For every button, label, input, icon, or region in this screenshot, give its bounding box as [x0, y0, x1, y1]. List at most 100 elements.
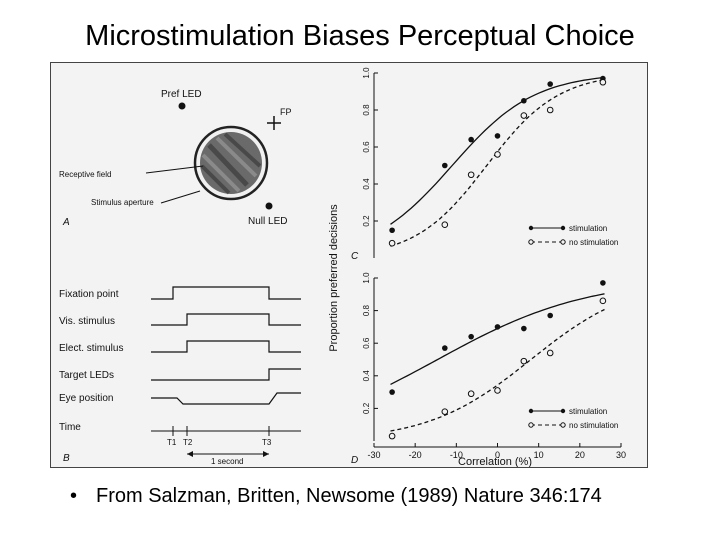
row-label-eye-position: Eye position — [59, 393, 113, 404]
null-led-dot — [265, 202, 273, 210]
data-point-c-0-4 — [521, 97, 527, 104]
y-axis-label: Proportion preferred decisions — [328, 204, 340, 352]
time-mark-t2: T2 — [183, 438, 193, 447]
y-tick-label-d-0: 0.2 — [362, 402, 371, 414]
grating-pattern — [200, 132, 262, 195]
time-mark-t3: T3 — [262, 438, 272, 447]
x-tick-label-d-1: -20 — [409, 450, 422, 460]
data-point-c-0-5 — [547, 81, 553, 87]
legend-marker-c-1-b — [560, 239, 566, 245]
y-tick-label-d-4: 1.0 — [362, 272, 371, 284]
data-point-c-1-0 — [388, 239, 396, 247]
pref-led-dot — [178, 102, 186, 110]
data-point-d-0-0 — [389, 389, 395, 395]
legend-marker-c-1-a — [528, 239, 534, 245]
x-tick-label-d-6: 30 — [616, 450, 626, 460]
y-tick-label-d-2: 0.6 — [362, 337, 371, 349]
x-tick-label-d-5: 20 — [575, 450, 585, 460]
figure-canvas: Pref LED FP Receptive field Stimulus ape… — [59, 67, 626, 467]
y-tick-label-c-3: 0.8 — [362, 104, 371, 116]
row-label-elect-stimulus: Elect. stimulus — [59, 343, 123, 354]
panel-a: Pref LED FP Receptive field Stimulus ape… — [59, 89, 292, 228]
fp-label: FP — [280, 107, 292, 117]
legend-marker-c-0-a — [528, 225, 534, 231]
panel-d-plot: -30 -20 -10 0 10 20 30 0.2 0.4 0.6 0.8 1.0 stimulati… — [362, 272, 626, 460]
x-axis-label: Correlation (%) — [458, 456, 532, 467]
row-label-vis-stimulus: Vis. stimulus — [59, 316, 115, 327]
y-tick-label-c-2: 0.6 — [362, 141, 371, 153]
trace-fixation-point — [151, 286, 301, 300]
fit-curve-c-1 — [390, 78, 605, 247]
data-point-c-1-3 — [494, 151, 501, 158]
data-point-c-1-6 — [599, 78, 607, 86]
data-point-d-1-1 — [441, 408, 449, 415]
trace-elect-stimulus — [151, 340, 301, 353]
stimulus-aperture-label: Stimulus aperture — [91, 198, 154, 207]
citation-bullet: • From Salzman, Britten, Newsome (1989) … — [70, 484, 670, 509]
data-point-d-1-0 — [388, 432, 396, 440]
legend-label-d-0: stimulation — [569, 407, 607, 416]
data-point-d-0-4 — [521, 325, 527, 332]
y-tick-label-d-1: 0.4 — [362, 370, 371, 382]
data-point-c-0-3 — [494, 133, 501, 139]
data-point-c-1-5 — [546, 106, 554, 114]
legend-label-d-1: no stimulation — [569, 421, 618, 430]
data-point-c-0-1 — [442, 162, 448, 169]
y-tick-label-d-3: 0.8 — [362, 304, 371, 316]
figure: Pref LED FP Receptive field Stimulus ape… — [50, 62, 648, 468]
time-mark-t1: T1 — [167, 438, 177, 447]
row-label-fixation-point: Fixation point — [59, 289, 119, 300]
duration-arrow-left — [187, 451, 193, 457]
duration-label: 1 second — [211, 457, 243, 466]
row-label-time: Time — [59, 422, 81, 433]
data-point-d-0-6 — [600, 280, 606, 286]
data-point-d-0-1 — [442, 345, 448, 351]
panel-d-letter: D — [351, 455, 358, 466]
data-point-c-1-1 — [441, 221, 449, 228]
x-tick-label-d-0: -30 — [367, 450, 380, 460]
data-point-d-0-2 — [468, 333, 474, 340]
data-point-d-1-5 — [546, 349, 554, 357]
x-tick-label-d-4: 10 — [534, 450, 544, 460]
row-label-target-leds: Target LEDs — [59, 370, 114, 381]
data-point-c-0-2 — [468, 136, 474, 143]
data-point-c-0-0 — [389, 227, 395, 234]
legend-marker-d-0-b — [560, 408, 566, 414]
fit-curve-d-1 — [390, 308, 605, 432]
data-point-d-1-4 — [520, 357, 528, 365]
legend-marker-d-0-a — [528, 408, 534, 414]
data-point-d-1-6 — [599, 297, 607, 305]
data-point-d-0-3 — [494, 324, 501, 330]
rf-pointer — [145, 165, 204, 174]
trace-vis-stimulus — [151, 313, 301, 326]
legend-label-c-1: no stimulation — [569, 238, 618, 247]
panel-a-letter: A — [62, 217, 70, 228]
slide-title: Microstimulation Biases Perceptual Choic… — [85, 20, 635, 52]
data-point-c-1-2 — [467, 171, 475, 179]
panel-b: Fixation point Vis. stimulus Elect. stim… — [59, 286, 301, 466]
trace-target-leds — [151, 368, 301, 381]
trace-eye-position — [151, 392, 301, 405]
x-tick-label-d-2: -10 — [450, 450, 463, 460]
legend-label-c-0: stimulation — [569, 224, 607, 233]
panel-c-plot: 0.2 0.4 0.6 0.8 1.0 stimulation no stimulation — [362, 67, 618, 258]
fit-curve-d-0 — [390, 293, 605, 385]
receptive-field-label: Receptive field — [59, 170, 111, 179]
null-led-label: Null LED — [248, 216, 287, 227]
y-tick-label-c-1: 0.4 — [362, 178, 371, 190]
fit-curve-c-0 — [390, 76, 605, 225]
legend-marker-d-1-a — [528, 422, 534, 428]
bullet-glyph: • — [70, 485, 78, 507]
citation-text: From Salzman, Britten, Newsome (1989) Na… — [96, 485, 602, 507]
panel-c-letter: C — [351, 251, 359, 262]
data-point-d-1-3 — [494, 387, 501, 394]
data-point-c-1-4 — [520, 112, 528, 119]
y-tick-label-c-0: 0.2 — [362, 215, 371, 227]
pref-led-label: Pref LED — [161, 89, 202, 100]
duration-arrow-right — [263, 451, 269, 457]
data-point-d-1-2 — [467, 390, 475, 398]
x-tick-label-d-3: 0 — [495, 450, 500, 460]
y-tick-label-c-4: 1.0 — [362, 67, 371, 79]
legend-marker-c-0-b — [560, 225, 566, 231]
data-point-d-0-5 — [547, 312, 553, 319]
